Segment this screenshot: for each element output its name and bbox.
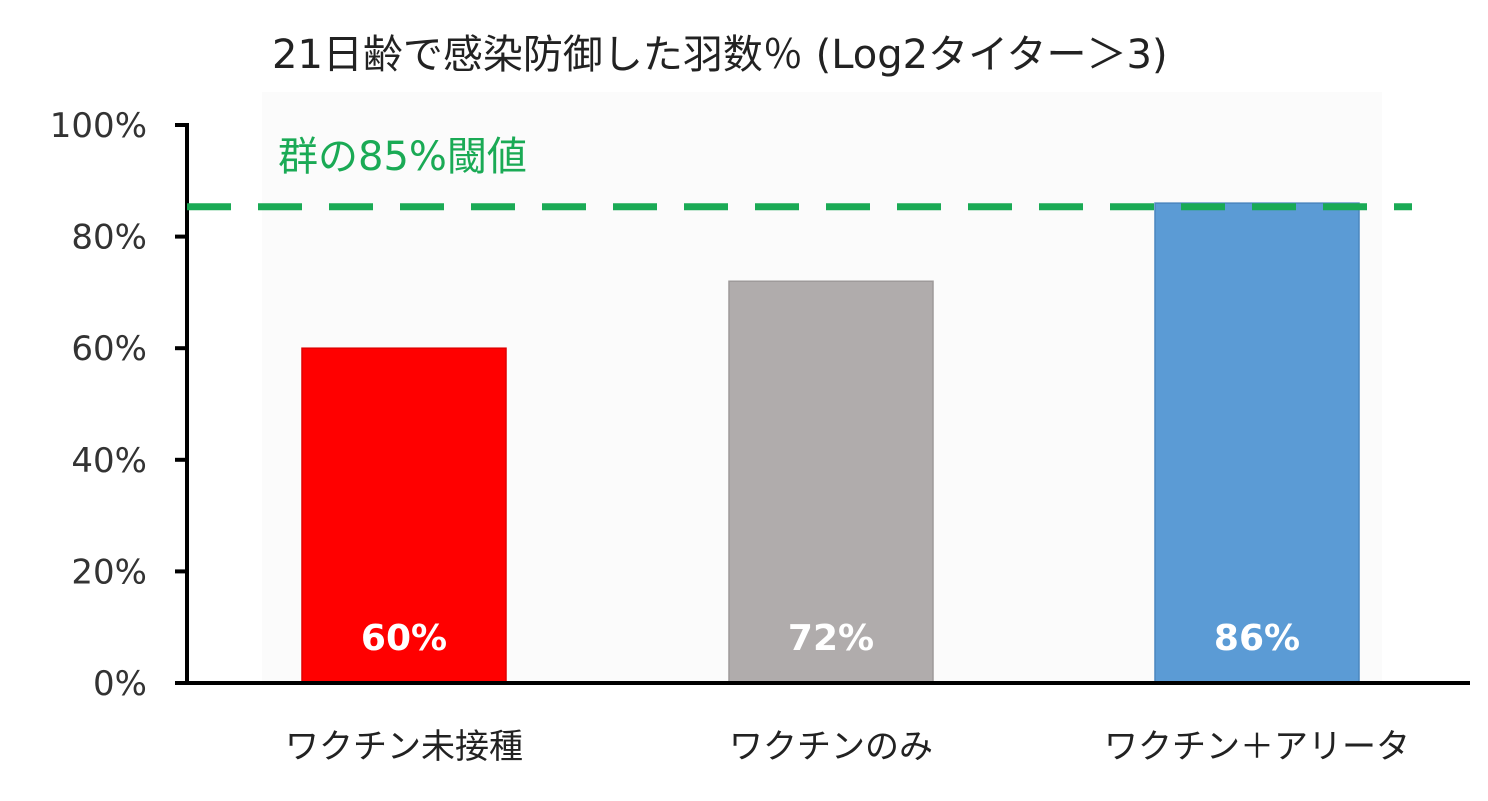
bar-data-label: 72%: [788, 618, 874, 659]
bar: [728, 280, 934, 684]
x-category-label: ワクチン未接種: [285, 727, 523, 767]
x-category-label: ワクチンのみ: [729, 727, 933, 767]
y-tick-label: 80%: [71, 218, 147, 258]
y-tick-label: 0%: [93, 664, 147, 704]
bar-data-label: 60%: [361, 618, 447, 659]
threshold-label: 群の85%閾値: [278, 134, 527, 180]
chart-title: 21日齢で感染防御した羽数％ (Log2タイター＞3): [272, 32, 1168, 78]
y-tick-label: 60%: [71, 329, 147, 369]
x-axis: ワクチン未接種 ワクチンのみ ワクチン＋アリータ: [175, 681, 1470, 767]
bar: [1154, 202, 1360, 684]
threshold-group: 群の85%閾値: [187, 134, 1412, 211]
y-axis: 0% 20% 40% 60% 80% 100%: [50, 106, 189, 704]
bar-data-label: 86%: [1214, 618, 1300, 659]
y-tick-label: 40%: [71, 441, 147, 481]
y-tick-label: 100%: [50, 106, 147, 146]
y-tick-label: 20%: [71, 552, 147, 592]
bars-group: 60% 72% 86%: [301, 202, 1360, 684]
bar: [301, 347, 507, 684]
x-category-label: ワクチン＋アリータ: [1104, 727, 1410, 767]
